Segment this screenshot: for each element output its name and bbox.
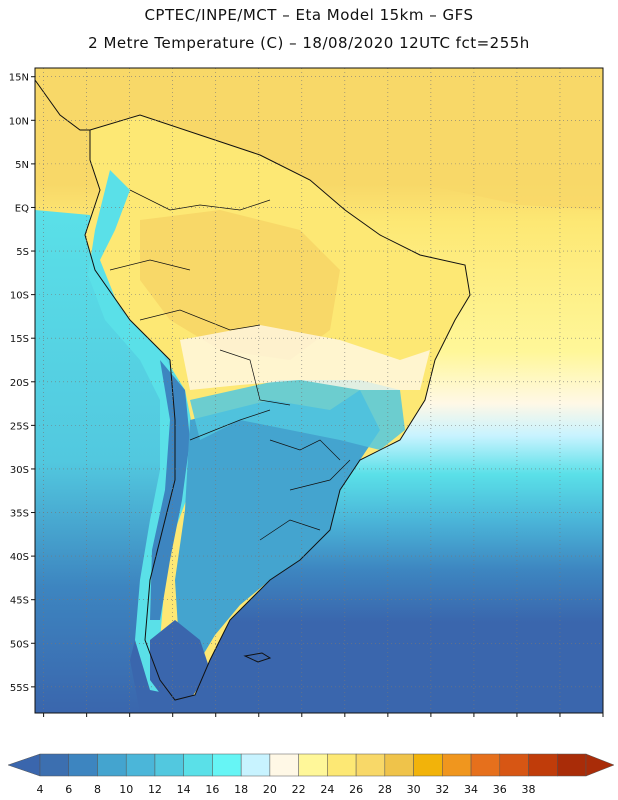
longitude-labels: 85W80W75W70W65W60W55W50W45W40W35W30W25W2… bbox=[43, 713, 604, 717]
map-frame bbox=[34, 67, 604, 714]
colorbar-swatch bbox=[557, 753, 587, 777]
latitude-label: 5S bbox=[16, 247, 29, 258]
latitude-label: 50S bbox=[10, 639, 29, 650]
map-field bbox=[35, 68, 603, 713]
title-line-1: CPTEC/INPE/MCT – Eta Model 15km – GFS bbox=[144, 6, 474, 24]
colorbar-swatch bbox=[298, 753, 328, 777]
colorbar-under-arrow bbox=[7, 753, 41, 777]
colorbar-swatch bbox=[125, 753, 156, 777]
colorbar-swatch bbox=[68, 753, 98, 777]
colorbar-swatch bbox=[212, 753, 242, 777]
colorbar-swatch bbox=[327, 753, 357, 777]
colorbar-over-arrow bbox=[585, 753, 615, 777]
colorbar-label: 38 bbox=[522, 783, 536, 796]
colorbar-swatch bbox=[183, 753, 213, 777]
colorbar-label: 32 bbox=[435, 783, 449, 796]
colorbar-swatch bbox=[269, 753, 299, 777]
latitude-label: 15N bbox=[9, 73, 29, 84]
falkland-islands bbox=[243, 652, 272, 663]
colorbar-label: 28 bbox=[378, 783, 392, 796]
central-america-coast bbox=[34, 79, 90, 131]
colorbar-swatch bbox=[499, 753, 529, 777]
colorbar-swatch bbox=[413, 753, 443, 777]
latitude-label: 30S bbox=[10, 465, 29, 476]
colorbar-label: 26 bbox=[349, 783, 363, 796]
colorbar-swatch bbox=[384, 753, 414, 777]
colorbar-swatch bbox=[355, 753, 386, 777]
colorbar-label: 14 bbox=[177, 783, 191, 796]
colorbar-label: 4 bbox=[37, 783, 44, 796]
country-borders bbox=[109, 189, 351, 541]
latitude-labels: 15N 10N 5N EQ 5S 10S 15S 20S 25S 30S 35S 40S 45S 50S 5… bbox=[9, 73, 35, 694]
colorbar-label: 20 bbox=[263, 783, 277, 796]
latitude-label: EQ bbox=[15, 203, 29, 214]
colorbar: 4 6 8 10 12 14 16 18 20 22 24 26 28 30 32 34 36 38 bbox=[7, 753, 615, 796]
latitude-label: 25S bbox=[10, 421, 29, 432]
colorbar-label: 8 bbox=[94, 783, 101, 796]
temperature-map: 15N 10N 5N EQ 5S 10S 15S 20S 25S 30S 35S 40S 45S 50S 5… bbox=[9, 67, 604, 717]
colorbar-label: 34 bbox=[464, 783, 478, 796]
latitude-label: 15S bbox=[10, 334, 29, 345]
colorbar-swatch bbox=[240, 753, 271, 777]
colorbar-swatch bbox=[442, 753, 472, 777]
colorbar-label: 10 bbox=[119, 783, 133, 796]
colorbar-swatch bbox=[470, 753, 501, 777]
colorbar-label: 24 bbox=[320, 783, 334, 796]
latitude-label: 55S bbox=[10, 683, 29, 694]
coastline bbox=[84, 114, 471, 701]
latitude-label: 20S bbox=[10, 378, 29, 389]
latitude-label: 40S bbox=[10, 552, 29, 563]
colorbar-label: 36 bbox=[493, 783, 507, 796]
colorbar-swatch bbox=[154, 753, 184, 777]
colorbar-swatch bbox=[39, 753, 69, 777]
latitude-label: 10S bbox=[10, 291, 29, 302]
colorbar-label: 6 bbox=[65, 783, 72, 796]
colorbar-swatch bbox=[97, 753, 127, 777]
latitude-label: 45S bbox=[10, 596, 29, 607]
colorbar-label: 30 bbox=[407, 783, 421, 796]
latitude-label: 35S bbox=[10, 509, 29, 520]
colorbar-label: 16 bbox=[205, 783, 219, 796]
colorbar-label: 18 bbox=[234, 783, 248, 796]
graticule bbox=[35, 68, 604, 713]
latitude-label: 10N bbox=[9, 116, 29, 127]
colorbar-label: 22 bbox=[292, 783, 306, 796]
title-line-2: 2 Metre Temperature (C) – 18/08/2020 12U… bbox=[88, 34, 530, 52]
latitude-label: 5N bbox=[15, 160, 29, 171]
colorbar-swatch bbox=[528, 753, 558, 777]
colorbar-label: 12 bbox=[148, 783, 162, 796]
